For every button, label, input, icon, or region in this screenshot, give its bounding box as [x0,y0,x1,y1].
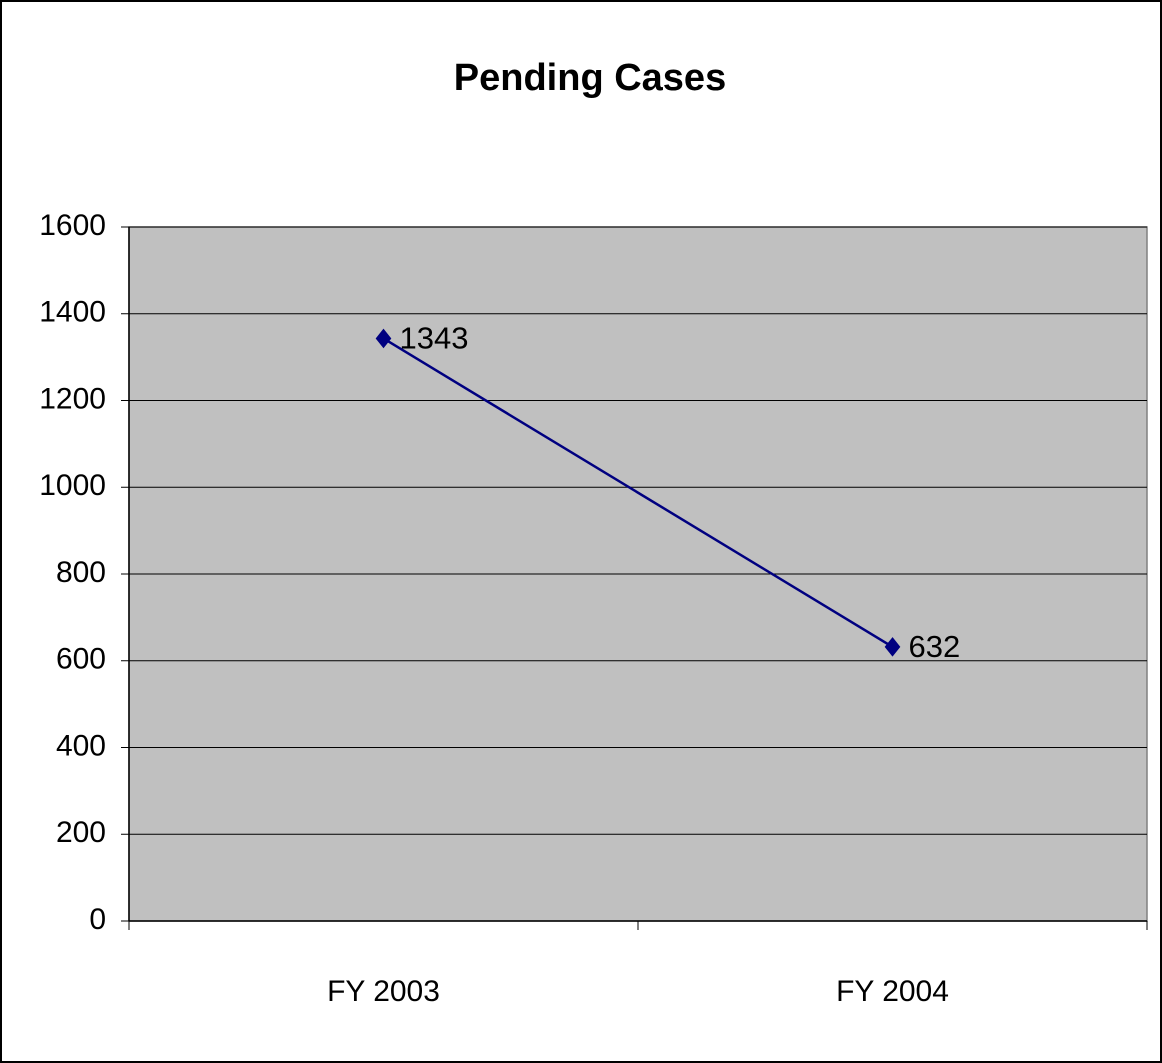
marker [375,328,392,349]
y-tick-label: 1000 [39,469,106,502]
data-label: 1343 [400,321,469,356]
chart-title: Pending Cases [454,57,726,99]
y-tick-label: 800 [56,556,106,589]
y-tick-label: 600 [56,643,106,676]
x-tick-label: FY 2003 [327,975,440,1008]
y-tick-label: 1600 [39,209,106,242]
x-tick-label: FY 2004 [836,975,949,1008]
y-tick-label: 1400 [39,296,106,329]
marker [884,637,901,657]
y-tick-label: 200 [56,816,106,849]
y-tick-label: 1200 [39,382,106,415]
y-tick-label: 400 [56,729,106,762]
y-tick-label: 0 [89,903,106,936]
data-label: 632 [909,629,961,664]
line [382,337,894,648]
